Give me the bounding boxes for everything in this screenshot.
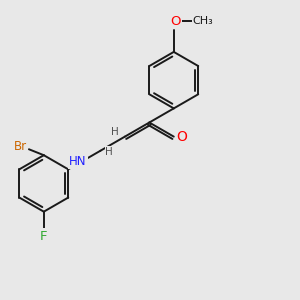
Text: O: O [170,15,181,28]
Text: CH₃: CH₃ [193,16,213,26]
Text: HN: HN [69,154,87,168]
Text: H: H [112,127,119,137]
Text: H: H [106,147,113,157]
Text: O: O [177,130,188,144]
Text: Br: Br [14,140,27,153]
Text: F: F [40,230,47,242]
